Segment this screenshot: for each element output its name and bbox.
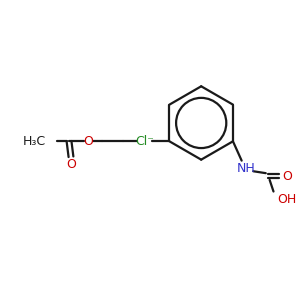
Text: H₃C: H₃C xyxy=(23,135,46,148)
Text: O: O xyxy=(66,158,76,171)
Text: OH: OH xyxy=(278,193,297,206)
Text: NH: NH xyxy=(237,162,256,175)
Text: O: O xyxy=(282,169,292,183)
Text: O: O xyxy=(83,135,93,148)
Text: Cl⁻: Cl⁻ xyxy=(135,135,154,148)
